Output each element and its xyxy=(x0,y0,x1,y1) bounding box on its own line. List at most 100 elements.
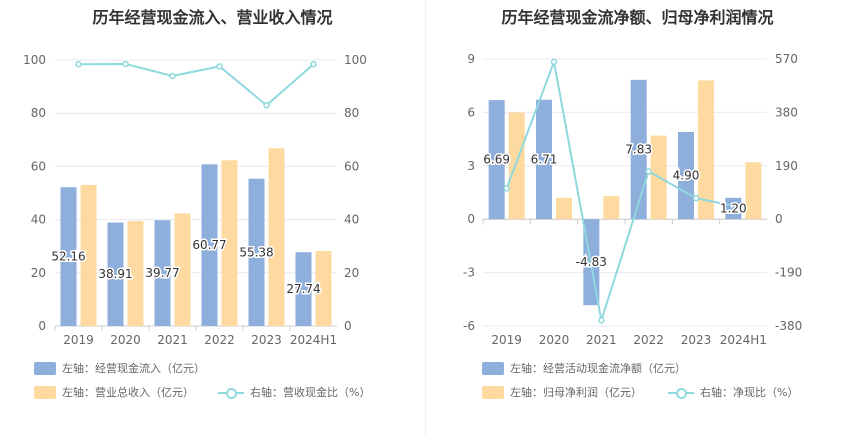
right-legend-item-bar1[interactable]: 左轴：经营活动现金流净额（亿元） xyxy=(482,360,686,376)
right-y-left-tick: -3 xyxy=(463,266,475,280)
left-data-label: 38.91 xyxy=(98,267,132,281)
legend-swatch-blue xyxy=(482,361,504,375)
left-y-right-tick: 0 xyxy=(344,319,352,333)
left-legend-item-bar1[interactable]: 左轴：经营现金流入（亿元） xyxy=(34,360,205,376)
left-data-label: 60.77 xyxy=(192,238,226,252)
right-x-tick-label: 2019 xyxy=(491,333,522,347)
left-bar-blue xyxy=(295,252,312,326)
right-y-right-tick: 380 xyxy=(775,105,798,119)
left-ratio-line xyxy=(78,62,315,107)
right-y-right-tick: 570 xyxy=(775,52,798,66)
left-x-tick-label: 2022 xyxy=(204,333,235,347)
right-ratio-point xyxy=(692,194,700,202)
right-ratio-point xyxy=(550,58,558,66)
left-y-right-tick: 80 xyxy=(344,106,359,120)
legend-swatch-blue xyxy=(34,361,56,375)
right-data-label: 6.69 xyxy=(483,153,510,167)
left-bar-blue xyxy=(107,222,124,326)
left-ratio-point xyxy=(216,63,223,70)
right-data-label: 4.90 xyxy=(673,169,700,183)
left-y-left-tick: 60 xyxy=(31,159,46,173)
legend-swatch-orange xyxy=(482,385,504,399)
right-legend-label-line: 右轴：净现比（%） xyxy=(700,386,799,399)
legend-swatch-orange xyxy=(34,385,56,399)
right-y-left-tick: 0 xyxy=(467,212,475,226)
right-bar-orange xyxy=(508,112,525,220)
left-y-right-tick: 40 xyxy=(344,213,359,227)
right-data-label: -4.83 xyxy=(576,255,607,269)
right-y-right-tick: 190 xyxy=(775,159,798,173)
left-bar-blue xyxy=(154,220,171,326)
right-x-tick-label: 2022 xyxy=(633,333,664,347)
right-bar-blue xyxy=(725,197,742,220)
right-y-left-tick: -6 xyxy=(463,319,475,333)
left-bar-orange xyxy=(80,185,97,326)
right-chart-title: 历年经营现金流净额、归母净利润情况 xyxy=(501,8,774,27)
left-bar-orange xyxy=(127,220,144,326)
right-bar-blue xyxy=(488,100,505,220)
left-bar-orange xyxy=(268,148,285,326)
left-data-label: 39.77 xyxy=(145,266,179,280)
left-ratio-point xyxy=(263,101,270,109)
left-y-right-tick: 100 xyxy=(344,53,367,67)
left-x-tick-label: 2021 xyxy=(157,333,188,347)
left-ratio-point xyxy=(75,61,82,68)
right-ratio-point xyxy=(503,185,510,192)
right-chart-svg: -6 -3 0 3 6 9 -380 -190 0 190 380 570 2019 2020 2021 20… xyxy=(463,52,802,347)
left-y-left-tick: 20 xyxy=(31,266,46,280)
left-ratio-point xyxy=(122,60,129,68)
right-legend-item-bar2[interactable]: 左轴：归母净利润（亿元） xyxy=(482,384,642,400)
right-y-right-tick: -190 xyxy=(775,266,802,280)
left-x-tick-label: 2024H1 xyxy=(290,333,337,347)
right-bar-blue xyxy=(536,99,552,220)
left-chart-svg: 0 20 40 60 80 100 0 20 40 60 80 100 2019 2020 2021 2022… xyxy=(23,53,367,347)
right-y-left-tick: 3 xyxy=(467,159,475,173)
left-data-label: 55.38 xyxy=(239,245,273,259)
right-ratio-point xyxy=(598,317,605,324)
left-x-tick-label: 2019 xyxy=(63,333,94,347)
right-bar-orange xyxy=(603,196,620,220)
left-bar-orange xyxy=(221,160,238,326)
right-ratio-point xyxy=(740,204,747,212)
left-y-right-tick: 20 xyxy=(344,266,359,280)
right-data-label: 6.71 xyxy=(531,152,558,166)
right-legend-label-bar1: 左轴：经营活动现金流净额（亿元） xyxy=(510,362,686,375)
right-y-left-tick: 6 xyxy=(467,105,475,119)
left-bar-blue xyxy=(60,187,77,326)
right-bar-blue xyxy=(630,79,647,220)
right-data-label: 1.20 xyxy=(720,202,747,216)
left-legend-item-line[interactable]: 右轴：营收现金比（%） xyxy=(218,384,370,400)
right-x-tick-label: 2021 xyxy=(586,333,617,347)
left-data-label: 27.74 xyxy=(286,282,320,296)
left-y-left-tick: 100 xyxy=(23,53,46,67)
left-bar-blue xyxy=(201,164,218,326)
left-bar-blue xyxy=(248,178,265,326)
left-legend-label-bar2: 左轴：营业总收入（亿元） xyxy=(62,386,194,399)
panel-divider xyxy=(425,0,426,437)
right-legend-item-line[interactable]: 右轴：净现比（%） xyxy=(668,384,798,400)
left-ratio-point xyxy=(169,72,176,80)
right-bar-orange xyxy=(698,80,714,220)
right-x-tick-label: 2020 xyxy=(539,333,570,347)
right-x-tick-label: 2024H1 xyxy=(720,333,767,347)
right-bar-orange xyxy=(745,162,762,220)
left-data-label: 52.16 xyxy=(51,250,85,264)
left-bar-orange xyxy=(174,213,191,326)
left-chart-title: 历年经营现金流入、营业收入情况 xyxy=(92,8,333,27)
left-x-tick-label: 2023 xyxy=(251,333,282,347)
right-ratio-point xyxy=(645,168,652,175)
left-y-left-tick: 80 xyxy=(31,106,46,120)
right-chart-panel: 历年经营现金流净额、归母净利润情况 -6 -3 0 3 6 9 -380 -190 0 190 38… xyxy=(425,0,850,437)
left-legend-label-bar1: 左轴：经营现金流入（亿元） xyxy=(62,362,205,375)
right-data-label: 7.83 xyxy=(625,143,652,157)
right-bar-orange xyxy=(556,197,572,220)
legend-line-icon xyxy=(668,386,694,399)
left-bar-orange xyxy=(315,250,332,326)
left-ratio-point xyxy=(310,61,317,68)
left-y-left-tick: 0 xyxy=(38,319,46,333)
left-chart-panel: 历年经营现金流入、营业收入情况 0 20 40 60 80 100 0 20 40 60 80 100… xyxy=(23,8,370,400)
left-legend-item-bar2[interactable]: 左轴：营业总收入（亿元） xyxy=(34,384,194,400)
left-y-right-tick: 60 xyxy=(344,159,359,173)
right-y-right-tick: -380 xyxy=(775,319,802,333)
legend-line-icon xyxy=(218,386,244,399)
